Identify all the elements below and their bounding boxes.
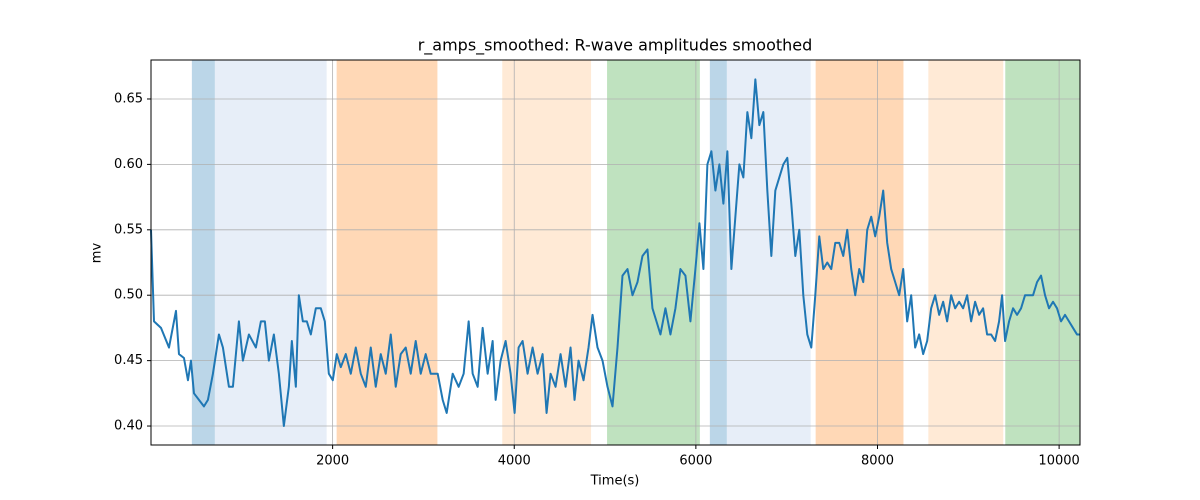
y-tick-label: 0.40 [114,419,143,434]
span [928,60,1004,445]
chart-title: r_amps_smoothed: R-wave amplitudes smoot… [418,36,813,56]
data-line [150,78,1080,428]
plot-frame [150,59,1081,446]
x-tick-label: 10000 [1038,454,1079,469]
y-tick-label: 0.65 [114,91,143,106]
y-tick-label: 0.55 [114,222,143,237]
span [815,60,904,445]
y-tick-label: 0.60 [114,157,143,172]
span [726,60,811,445]
span [1005,60,1080,445]
y-axis-label: mv [90,243,105,264]
x-axis-label: Time(s) [590,474,640,489]
x-tick-label: 4000 [498,454,531,469]
span [336,60,438,445]
span [607,60,700,445]
y-tick-label: 0.45 [114,353,143,368]
span [191,60,215,445]
x-tick-label: 8000 [861,454,894,469]
x-tick-label: 6000 [679,454,712,469]
span [709,60,727,445]
y-tick-label: 0.50 [114,288,143,303]
x-tick-label: 2000 [316,454,349,469]
